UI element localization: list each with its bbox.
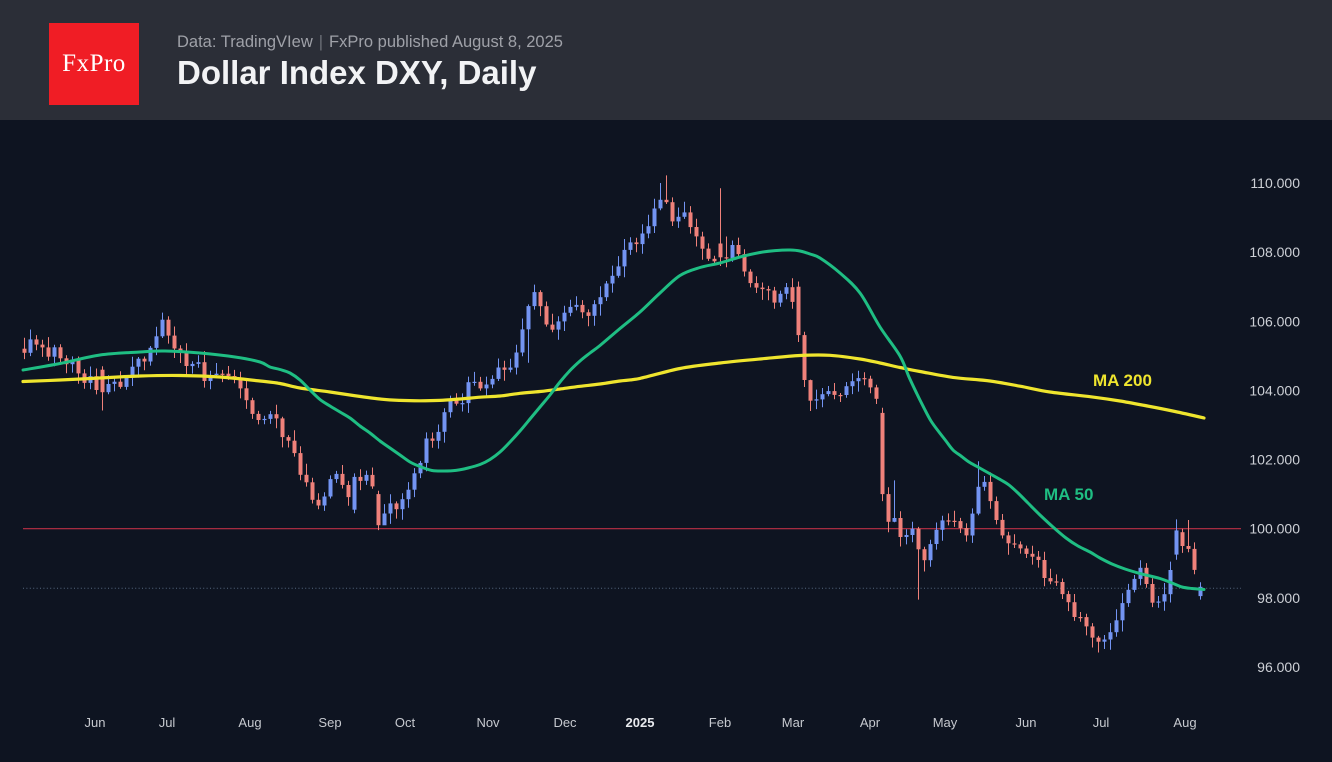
svg-text:MA 200: MA 200 xyxy=(1093,371,1152,390)
svg-text:2025: 2025 xyxy=(626,715,655,730)
svg-text:Oct: Oct xyxy=(395,715,416,730)
svg-text:Feb: Feb xyxy=(709,715,731,730)
svg-text:104.000: 104.000 xyxy=(1249,382,1300,398)
svg-text:110.000: 110.000 xyxy=(1250,175,1300,191)
svg-text:100.000: 100.000 xyxy=(1249,521,1300,537)
svg-text:98.000: 98.000 xyxy=(1257,590,1300,606)
svg-text:Jun: Jun xyxy=(1016,715,1037,730)
svg-text:108.000: 108.000 xyxy=(1249,244,1300,260)
svg-text:Mar: Mar xyxy=(782,715,805,730)
svg-text:96.000: 96.000 xyxy=(1257,659,1300,675)
svg-text:102.000: 102.000 xyxy=(1249,452,1300,468)
svg-text:Dec: Dec xyxy=(553,715,577,730)
svg-text:Jul: Jul xyxy=(159,715,176,730)
svg-text:Jun: Jun xyxy=(85,715,106,730)
svg-text:MA 50: MA 50 xyxy=(1044,485,1093,504)
svg-text:Apr: Apr xyxy=(860,715,881,730)
svg-text:May: May xyxy=(933,715,958,730)
svg-text:Jul: Jul xyxy=(1093,715,1110,730)
svg-text:Aug: Aug xyxy=(1173,715,1196,730)
svg-text:Nov: Nov xyxy=(476,715,500,730)
svg-text:106.000: 106.000 xyxy=(1249,313,1300,329)
svg-text:Aug: Aug xyxy=(238,715,261,730)
svg-text:Sep: Sep xyxy=(318,715,341,730)
